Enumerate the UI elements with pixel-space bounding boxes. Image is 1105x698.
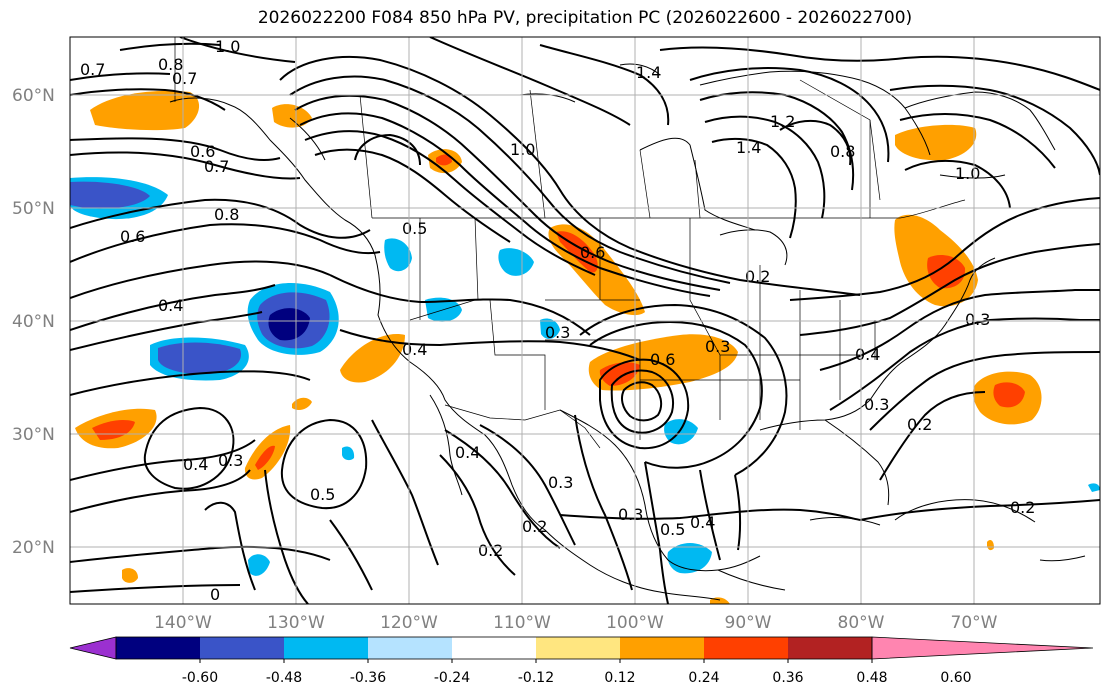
map-title: 2026022200 F084 850 hPa PV, precipitatio…: [257, 8, 913, 28]
contour-label: 0.7: [172, 69, 197, 88]
contour-label: 1.0: [955, 164, 980, 183]
contour-labels: 1.0 0.8 0.7 0.7 1.4 1.2 1.4 0.6 0.7 1.0 …: [80, 37, 1035, 604]
map-frame: [69, 36, 1101, 605]
lon-label: 80°W: [838, 613, 885, 633]
contour-label: 0.2: [907, 415, 932, 434]
contour-label: 0.6: [580, 243, 605, 262]
colorbar-tick-label: -0.48: [266, 670, 302, 686]
contour-label: 1.4: [636, 63, 661, 82]
contour-label: 0.7: [80, 60, 105, 79]
contour-label: 0.5: [310, 485, 335, 504]
lon-label: 100°W: [606, 613, 664, 633]
lat-label: 30°N: [12, 425, 55, 445]
contour-label: 1.2: [770, 112, 795, 131]
lon-label: 120°W: [380, 613, 438, 633]
contour-label: 0.8: [830, 142, 855, 161]
colorbar-outline: [115, 636, 873, 660]
colorbar-tick-label: -0.24: [434, 670, 470, 686]
colorbar-segment: [536, 637, 620, 659]
contour-label: 0.6: [650, 350, 675, 369]
contour-label: 0.3: [864, 395, 889, 414]
colorbar-segment: [704, 637, 788, 659]
colorbar-tick-label: 0.36: [772, 670, 803, 686]
latitude-labels: 60°N 50°N 40°N 30°N 20°N: [12, 86, 55, 558]
lon-label: 130°W: [267, 613, 325, 633]
contour-label: 0.3: [618, 505, 643, 524]
contour-label: 0.2: [478, 541, 503, 560]
colorbar-tick-label: -0.60: [182, 670, 218, 686]
colorbar-tick-label: 0.12: [604, 670, 635, 686]
coastlines: [169, 63, 1086, 601]
colorbar: [69, 636, 1094, 663]
colorbar-tick-label: -0.36: [350, 670, 386, 686]
lon-label: 110°W: [493, 613, 551, 633]
colorbar-extend-low: [69, 636, 117, 660]
colorbar-segment: [452, 637, 536, 659]
colorbar-tick-label: 0.48: [856, 670, 887, 686]
contour-label: 1.4: [736, 138, 761, 157]
contour-label: 0.5: [402, 219, 427, 238]
contour-label: 0.7: [204, 157, 229, 176]
lat-label: 50°N: [12, 199, 55, 219]
contour-label: 0.3: [218, 451, 243, 470]
contour-label: 0.6: [190, 142, 215, 161]
contour-label: 0.5: [660, 520, 685, 539]
longitude-labels: 140°W 130°W 120°W 110°W 100°W 90°W 80°W …: [154, 613, 998, 633]
colorbar-segment: [788, 637, 872, 659]
contour-label: 0.4: [158, 296, 183, 315]
political-borders: [174, 37, 966, 449]
contour-label: 0.4: [855, 345, 880, 364]
colorbar-tick-label: -0.12: [518, 670, 554, 686]
contour-label: 0.2: [745, 267, 770, 286]
lon-label: 90°W: [725, 613, 772, 633]
contour-label: 0.2: [1010, 498, 1035, 517]
colorbar-segment: [284, 637, 368, 659]
graticule: [70, 37, 1100, 604]
colorbar-labels: -0.60 -0.48 -0.36 -0.24 -0.12 0.12 0.24 …: [182, 670, 972, 686]
contour-label: 0.4: [183, 455, 208, 474]
lon-label: 70°W: [951, 613, 998, 633]
colorbar-extend-high: [871, 636, 1094, 660]
colorbar-segment: [200, 637, 284, 659]
lat-label: 60°N: [12, 86, 55, 106]
colorbar-segment: [620, 637, 704, 659]
contour-label: 0.3: [965, 310, 990, 329]
lat-label: 20°N: [12, 538, 55, 558]
colorbar-tick-label: 0.60: [940, 670, 971, 686]
contour-label: 0.8: [158, 55, 183, 74]
contour-label: 1.0: [510, 140, 535, 159]
contour-label: 1.0: [215, 37, 240, 56]
contour-label: 0.3: [545, 323, 570, 342]
colorbar-segment: [116, 637, 200, 659]
lon-label: 140°W: [154, 613, 212, 633]
contour-label: 0.3: [705, 337, 730, 356]
contour-label: 0: [210, 585, 220, 604]
contour-label: 0.4: [455, 443, 480, 462]
contour-label: 0.3: [548, 473, 573, 492]
colorbar-segment: [368, 637, 452, 659]
contour-label: 0.2: [522, 517, 547, 536]
contour-label: 0.4: [690, 513, 715, 532]
colorbar-tick-label: 0.24: [688, 670, 719, 686]
precipitation-shading: [70, 90, 1100, 604]
contour-label: 0.4: [402, 340, 427, 359]
contour-label: 0.6: [120, 227, 145, 246]
lat-label: 40°N: [12, 312, 55, 332]
contour-label: 0.8: [214, 205, 239, 224]
